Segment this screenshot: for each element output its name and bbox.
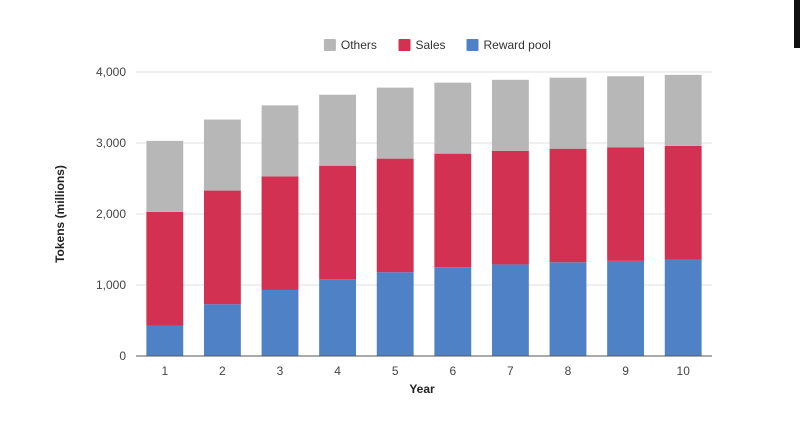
- bar-sales-year-4: [319, 165, 357, 280]
- bar-reward-pool-year-2: [203, 304, 241, 356]
- bar-others-year-9: [607, 76, 645, 148]
- legend-swatch-reward-pool: [466, 39, 479, 51]
- y-tick-label: 2,000: [96, 207, 126, 221]
- bar-others-year-7: [491, 79, 529, 151]
- bar-sales-year-7: [491, 150, 529, 265]
- x-tick-label: 1: [161, 364, 168, 378]
- bar-reward-pool-year-1: [146, 325, 184, 356]
- bar-others-year-6: [434, 82, 472, 154]
- y-axis-title: Tokens (millions): [53, 165, 67, 263]
- legend-label-sales: Sales: [416, 38, 446, 52]
- bar-sales-year-10: [664, 145, 702, 260]
- bar-reward-pool-year-6: [434, 267, 472, 356]
- bar-reward-pool-year-3: [261, 289, 299, 356]
- bar-reward-pool-year-4: [319, 279, 357, 356]
- bar-sales-year-3: [261, 176, 299, 290]
- bar-sales-year-8: [549, 148, 587, 263]
- x-tick-label: 3: [277, 364, 284, 378]
- axis-layer: 0 1,000 2,000 3,000 4,000 1 2 3 4 5 6 7 8 9 10: [96, 65, 712, 378]
- bar-sales-year-2: [203, 190, 241, 305]
- x-tick-label: 6: [449, 364, 456, 378]
- window-edge-strip: [794, 0, 800, 48]
- y-tick-label: 0: [119, 349, 126, 363]
- bar-others-year-3: [261, 105, 299, 177]
- y-tick-label: 4,000: [96, 65, 126, 79]
- legend: Others Sales Reward pool: [323, 38, 551, 52]
- bar-sales-year-9: [607, 147, 645, 261]
- y-tick-label: 1,000: [96, 278, 126, 292]
- x-tick-label: 2: [219, 364, 226, 378]
- legend-swatch-sales: [398, 39, 411, 51]
- x-tick-label: 7: [507, 364, 514, 378]
- legend-swatch-others: [323, 39, 336, 51]
- x-tick-label: 9: [622, 364, 629, 378]
- bar-others-year-10: [664, 74, 702, 146]
- bar-reward-pool-year-8: [549, 262, 587, 356]
- x-axis-title: Year: [409, 382, 435, 396]
- x-tick-label: 5: [392, 364, 399, 378]
- x-tick-label: 4: [334, 364, 341, 378]
- bar-others-year-5: [376, 87, 414, 159]
- legend-label-others: Others: [341, 38, 377, 52]
- y-tick-label: 3,000: [96, 136, 126, 150]
- bar-others-year-8: [549, 77, 587, 149]
- bar-reward-pool-year-5: [376, 272, 414, 356]
- bar-sales-year-1: [146, 211, 184, 326]
- bar-sales-year-6: [434, 153, 472, 268]
- bars-layer: [146, 74, 702, 356]
- bar-others-year-1: [146, 140, 184, 212]
- bar-reward-pool-year-10: [664, 259, 702, 356]
- legend-label-reward-pool: Reward pool: [484, 38, 551, 52]
- bar-sales-year-5: [376, 158, 414, 273]
- bar-reward-pool-year-7: [491, 264, 529, 356]
- x-tick-label: 10: [677, 364, 691, 378]
- bar-others-year-4: [319, 94, 357, 166]
- bar-others-year-2: [203, 119, 241, 191]
- x-tick-label: 8: [565, 364, 572, 378]
- bar-reward-pool-year-9: [607, 260, 645, 356]
